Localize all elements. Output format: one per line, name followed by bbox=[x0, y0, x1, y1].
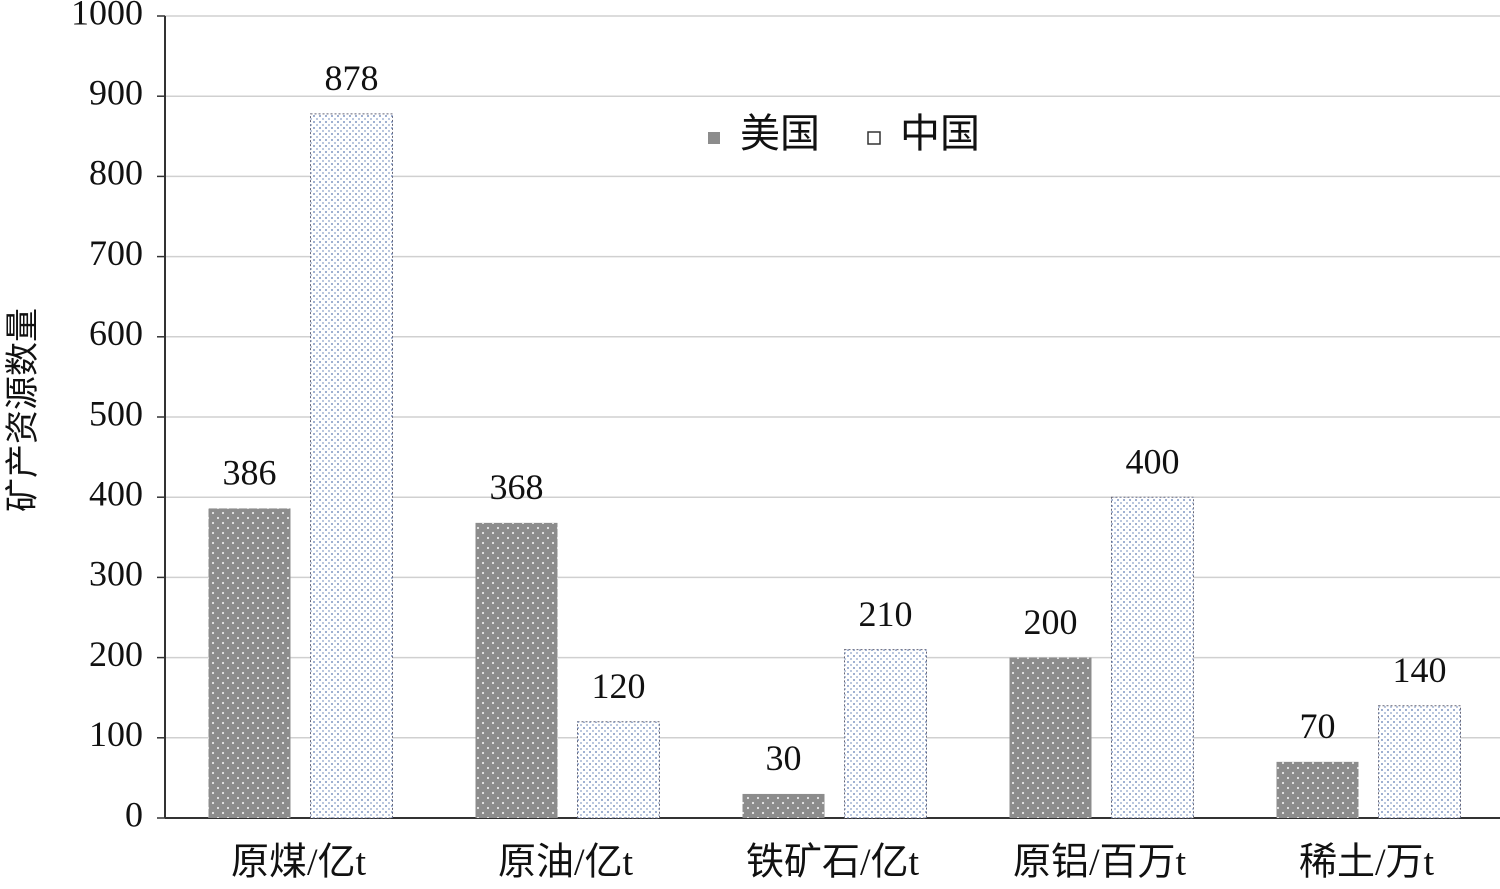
data-label: 200 bbox=[1024, 602, 1078, 642]
y-tick-label: 300 bbox=[89, 554, 143, 594]
x-tick-label: 原铝/百万t bbox=[1013, 842, 1187, 884]
data-label: 210 bbox=[859, 594, 913, 634]
bar-texture bbox=[742, 793, 825, 818]
data-label: 70 bbox=[1300, 706, 1336, 746]
data-label: 368 bbox=[490, 467, 544, 507]
data-label: 878 bbox=[325, 58, 379, 98]
data-label: 386 bbox=[223, 453, 277, 493]
bar-texture bbox=[208, 508, 291, 818]
y-tick-label: 1000 bbox=[71, 0, 143, 32]
data-label: 120 bbox=[592, 666, 646, 706]
x-tick-label: 原油/亿t bbox=[498, 842, 634, 884]
x-tick-label: 稀土/万t bbox=[1299, 842, 1435, 884]
bar-texture bbox=[310, 113, 393, 819]
y-tick-label: 900 bbox=[89, 72, 143, 112]
data-label: 30 bbox=[766, 738, 802, 778]
data-label: 400 bbox=[1126, 441, 1180, 481]
y-tick-label: 800 bbox=[89, 153, 143, 193]
x-tick-label: 原煤/亿t bbox=[231, 842, 367, 884]
legend-label: 美国 bbox=[740, 111, 820, 156]
y-tick-label: 0 bbox=[125, 794, 143, 834]
legend-swatch bbox=[867, 131, 881, 145]
x-tick-label: 铁矿石/亿t bbox=[746, 842, 920, 884]
y-tick-label: 600 bbox=[89, 313, 143, 353]
y-axis-label: 矿产资源数量 bbox=[4, 308, 42, 512]
bar-texture bbox=[1276, 761, 1359, 818]
legend-label: 中国 bbox=[900, 111, 980, 156]
bar-texture bbox=[475, 522, 558, 818]
bar-texture bbox=[1009, 657, 1092, 818]
y-tick-label: 500 bbox=[89, 393, 143, 433]
bar-texture bbox=[577, 721, 660, 818]
bar-texture bbox=[1378, 705, 1461, 818]
y-tick-label: 200 bbox=[89, 634, 143, 674]
legend-swatch bbox=[708, 132, 720, 144]
data-label: 140 bbox=[1393, 650, 1447, 690]
y-tick-label: 700 bbox=[89, 233, 143, 273]
bar-texture bbox=[844, 649, 927, 818]
y-tick-label: 400 bbox=[89, 473, 143, 513]
bar-texture bbox=[1111, 497, 1194, 818]
y-tick-label: 100 bbox=[89, 714, 143, 754]
